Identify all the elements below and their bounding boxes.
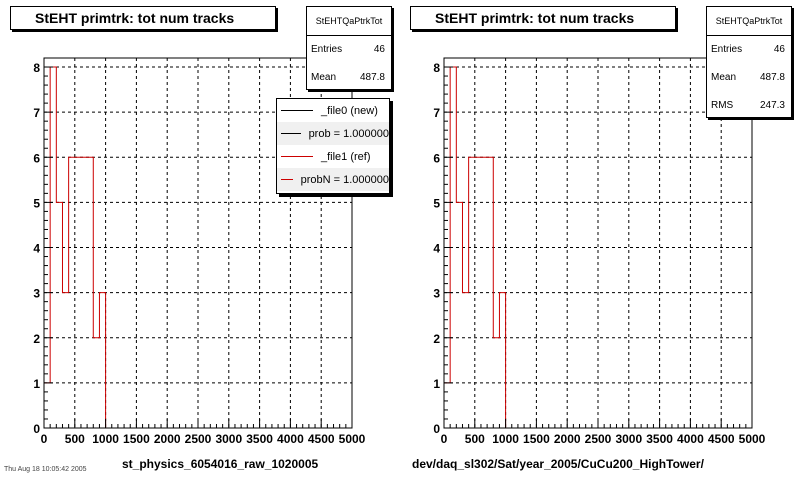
legend-label: prob = 1.000000 — [308, 127, 389, 140]
right-x-tick-label: 2500 — [585, 432, 612, 446]
stats-label: Mean — [711, 72, 737, 83]
right-y-tick-label: 8 — [433, 61, 440, 75]
left-stats-row-mean: Mean 487.8 — [307, 64, 391, 92]
stats-label: Entries — [311, 44, 343, 55]
left-y-tick-label: 2 — [33, 332, 40, 346]
left-y-tick-label: 6 — [33, 151, 40, 165]
left-stats-box: StEHTQaPtrkTot Entries 46 Mean 487.8 — [306, 6, 392, 90]
stats-value: 46 — [773, 44, 785, 55]
stats-value: 46 — [373, 44, 385, 55]
legend-entry-prob: prob = 1.000000 — [277, 122, 389, 145]
left-x-tick-label: 3000 — [215, 432, 242, 446]
stats-value: 487.8 — [759, 72, 785, 83]
legend-entry-probn: probN = 1.000000 — [277, 168, 389, 191]
right-stats-row-entries: Entries 46 — [707, 36, 791, 64]
stats-value: 487.8 — [359, 72, 385, 83]
right-stats-name: StEHTQaPtrkTot — [707, 7, 791, 36]
right-y-tick-label: 1 — [433, 377, 440, 391]
left-x-tick-label: 500 — [65, 432, 85, 446]
footer-timestamp: Thu Aug 18 10:05:42 2005 — [4, 466, 87, 473]
left-y-tick-label: 7 — [33, 106, 40, 120]
right-y-tick-label: 7 — [433, 106, 440, 120]
stats-label: Mean — [311, 72, 337, 83]
left-x-tick-label: 4500 — [308, 432, 335, 446]
stats-label: Entries — [711, 44, 743, 55]
legend-line-black — [281, 110, 313, 111]
right-x-tick-label: 5000 — [739, 432, 766, 446]
right-y-tick-label: 3 — [433, 287, 440, 301]
legend-line-red — [281, 156, 313, 157]
legend-label: probN = 1.000000 — [300, 173, 389, 186]
right-x-axis-label: dev/daq_sl302/Sat/year_2005/CuCu200_High… — [412, 457, 704, 471]
left-x-tick-label: 1500 — [123, 432, 150, 446]
right-stats-row-rms: RMS 247.3 — [707, 92, 791, 120]
stats-label: RMS — [711, 100, 734, 111]
right-plot-title: StEHT primtrk: tot num tracks — [410, 6, 676, 30]
left-legend: _file0 (new) prob = 1.000000 _file1 (ref… — [276, 98, 390, 194]
left-y-tick-label: 0 — [33, 422, 40, 436]
legend-label: _file0 (new) — [321, 104, 378, 117]
left-x-tick-label: 5000 — [339, 432, 366, 446]
right-y-tick-label: 5 — [433, 196, 440, 210]
right-x-tick-label: 3500 — [646, 432, 673, 446]
left-y-tick-label: 5 — [33, 196, 40, 210]
legend-line-black — [281, 133, 301, 134]
right-x-tick-label: 4000 — [677, 432, 704, 446]
left-plot-title: StEHT primtrk: tot num tracks — [10, 6, 276, 30]
legend-entry-file1: _file1 (ref) — [277, 145, 389, 168]
left-y-tick-label: 1 — [33, 377, 40, 391]
legend-label: _file1 (ref) — [321, 150, 371, 163]
left-x-tick-label: 1000 — [92, 432, 119, 446]
right-stats-row-mean: Mean 487.8 — [707, 64, 791, 92]
right-histogram-series-0 — [443, 66, 507, 428]
right-x-tick-label: 1000 — [492, 432, 519, 446]
left-histogram-series-0 — [43, 66, 352, 429]
right-x-tick-label: 0 — [441, 432, 448, 446]
left-x-axis-label: st_physics_6054016_raw_1020005 — [122, 457, 319, 471]
left-stats-name: StEHTQaPtrkTot — [307, 7, 391, 36]
left-y-tick-label: 3 — [33, 287, 40, 301]
legend-line-red — [281, 179, 293, 180]
legend-entry-file0: _file0 (new) — [277, 99, 389, 122]
right-y-tick-label: 2 — [433, 332, 440, 346]
right-stats-box: StEHTQaPtrkTot Entries 46 Mean 487.8 RMS… — [706, 6, 792, 118]
left-y-tick-label: 8 — [33, 61, 40, 75]
left-x-tick-label: 2000 — [154, 432, 181, 446]
right-x-tick-label: 500 — [465, 432, 485, 446]
stats-value: 247.3 — [759, 100, 785, 111]
right-x-tick-label: 2000 — [554, 432, 581, 446]
right-x-tick-label: 4500 — [708, 432, 735, 446]
right-x-tick-label: 3000 — [615, 432, 642, 446]
left-x-tick-label: 2500 — [185, 432, 212, 446]
right-y-tick-label: 4 — [433, 242, 440, 256]
right-x-tick-label: 1500 — [523, 432, 550, 446]
left-stats-row-entries: Entries 46 — [307, 36, 391, 64]
left-x-tick-label: 4000 — [277, 432, 304, 446]
right-y-tick-label: 6 — [433, 151, 440, 165]
right-y-tick-label: 0 — [433, 422, 440, 436]
left-x-tick-label: 3500 — [246, 432, 273, 446]
left-y-tick-label: 4 — [33, 242, 40, 256]
left-x-tick-label: 0 — [41, 432, 48, 446]
